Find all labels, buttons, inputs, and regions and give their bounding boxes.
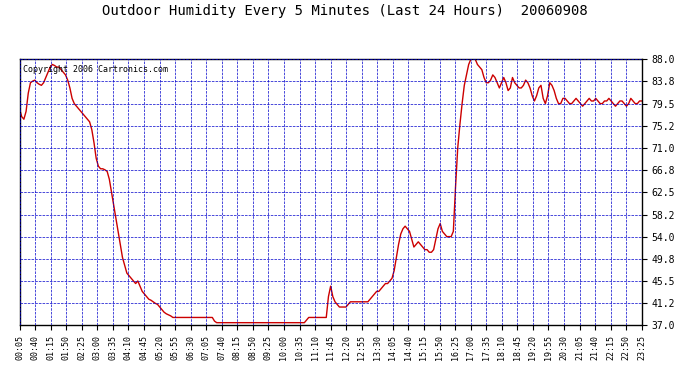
Text: Outdoor Humidity Every 5 Minutes (Last 24 Hours)  20060908: Outdoor Humidity Every 5 Minutes (Last 2… (102, 4, 588, 18)
Text: Copyright 2006 Cartronics.com: Copyright 2006 Cartronics.com (23, 64, 168, 74)
